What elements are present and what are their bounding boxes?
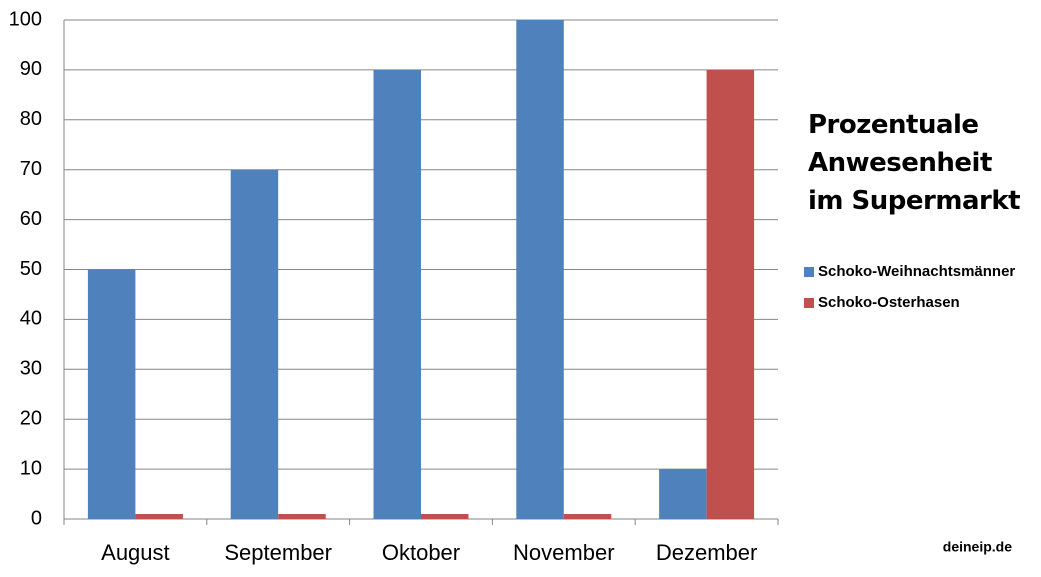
y-tick-label: 30 bbox=[20, 358, 42, 380]
legend-label: Schoko-Osterhasen bbox=[818, 294, 960, 311]
legend-swatch bbox=[804, 298, 814, 308]
y-tick-label: 0 bbox=[31, 507, 42, 529]
x-tick-label: November bbox=[513, 540, 614, 565]
bar bbox=[230, 169, 279, 519]
y-tick-label: 100 bbox=[9, 8, 42, 30]
bar bbox=[373, 69, 421, 520]
x-tick-label: Oktober bbox=[382, 540, 460, 565]
y-tick-label: 20 bbox=[20, 407, 42, 429]
bar bbox=[706, 69, 755, 520]
y-tick-label: 40 bbox=[20, 308, 42, 330]
bar bbox=[659, 469, 707, 519]
y-tick-label: 50 bbox=[20, 258, 42, 280]
y-tick-label: 90 bbox=[20, 58, 42, 80]
bar bbox=[516, 20, 564, 519]
x-tick-label: September bbox=[224, 540, 332, 565]
bar bbox=[421, 514, 469, 519]
bar bbox=[278, 514, 326, 519]
y-tick-label: 80 bbox=[20, 108, 42, 130]
y-tick-label: 70 bbox=[20, 158, 42, 180]
y-tick-label: 60 bbox=[20, 208, 42, 230]
bar bbox=[563, 514, 612, 519]
bar bbox=[87, 269, 136, 519]
watermark: deineip.de bbox=[943, 539, 1012, 555]
x-tick-label: August bbox=[101, 540, 170, 565]
x-tick-label: Dezember bbox=[656, 540, 757, 565]
legend-label: Schoko-Weihnachtsmänner bbox=[818, 263, 1015, 280]
chart-title: Prozentuale Anwesenheit im Supermarkt bbox=[808, 110, 1021, 216]
y-tick-label: 10 bbox=[20, 457, 42, 479]
bar bbox=[135, 514, 183, 519]
legend-swatch bbox=[804, 267, 814, 277]
